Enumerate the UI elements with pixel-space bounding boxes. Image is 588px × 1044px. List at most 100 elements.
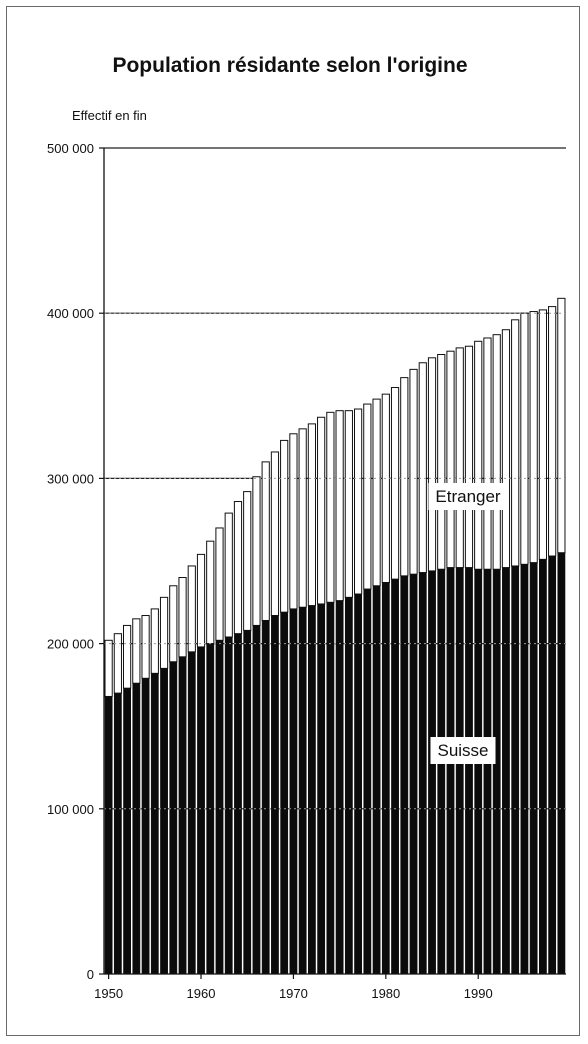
- bar-etranger-1957: [169, 585, 178, 663]
- bar-suisse-1978: [363, 588, 372, 975]
- bar-suisse-1987: [446, 567, 455, 975]
- bar-suisse-1968: [271, 615, 279, 975]
- bar-etranger-1971: [298, 428, 307, 608]
- bar-suisse-1973: [317, 603, 326, 975]
- y-tick-label-5: 500 000: [47, 141, 94, 156]
- bar-suisse-1957: [169, 661, 178, 975]
- bar-etranger-1988: [455, 347, 464, 569]
- bar-suisse-1950: [104, 696, 113, 975]
- bar-suisse-1952: [123, 687, 132, 975]
- bar-etranger-1991: [483, 337, 492, 570]
- bar-suisse-1956: [160, 668, 168, 975]
- bar-etranger-1962: [215, 527, 224, 641]
- bar-etranger-1978: [363, 403, 372, 590]
- bar-etranger-1979: [372, 398, 381, 587]
- series-label-etranger-box: [428, 483, 508, 510]
- bar-etranger-1954: [141, 615, 150, 679]
- bar-etranger-1990: [474, 340, 483, 570]
- y-tick-labels: 0 100 000 200 000 300 000 400 000 500 000: [47, 141, 94, 982]
- bar-etranger-1955: [150, 608, 159, 674]
- bar-suisse-1991: [483, 568, 492, 975]
- series-labels: Etranger Suisse: [428, 483, 508, 764]
- bar-etranger-1977: [353, 408, 363, 595]
- bar-etranger-1970: [289, 433, 298, 610]
- series-label-suisse: Suisse: [430, 737, 496, 764]
- bar-suisse-1982: [400, 575, 409, 975]
- bar-suisse-1974: [326, 601, 335, 975]
- series-label-suisse-box: [430, 737, 496, 764]
- bar-etranger-1973: [317, 416, 326, 605]
- y-tick-label-4: 400 000: [47, 306, 94, 321]
- bar-etranger-1987: [446, 350, 455, 569]
- bar-etranger-1986: [437, 354, 446, 570]
- bar-etranger-1956: [159, 596, 169, 669]
- axes: [99, 147, 566, 979]
- bar-etranger-1964: [233, 501, 243, 635]
- y-tick-label-1: 100 000: [47, 802, 94, 817]
- bar-suisse-1994: [511, 565, 520, 975]
- series-label-suisse-text: Suisse: [437, 741, 488, 760]
- bar-suisse-1951: [113, 692, 122, 975]
- bar-suisse-1990: [474, 568, 483, 975]
- bar-suisse-1998: [548, 555, 557, 975]
- bar-suisse-1955: [150, 673, 159, 975]
- bar-suisse-1972: [307, 605, 316, 975]
- bar-suisse-1971: [298, 606, 307, 975]
- bar-suisse-1960: [197, 646, 205, 975]
- bar-suisse-1965: [243, 630, 252, 975]
- bar-suisse-1988: [455, 567, 464, 975]
- bar-suisse-1959: [187, 651, 196, 975]
- bar-suisse-1964: [234, 633, 242, 975]
- bar-etranger-1997: [538, 309, 548, 560]
- bar-etranger-1974: [326, 411, 335, 603]
- y-tick-label-0: 0: [87, 967, 94, 982]
- x-tick-label-4: 1990: [464, 986, 493, 1001]
- bar-suisse-1980: [381, 582, 390, 975]
- bar-suisse-1984: [418, 572, 427, 975]
- bar-etranger-1993: [501, 329, 511, 569]
- bar-suisse-1999: [557, 552, 566, 975]
- bar-etranger-1994: [511, 319, 520, 567]
- bar-suisse-1995: [520, 564, 529, 975]
- bar-etranger-1958: [178, 577, 187, 658]
- bars: [104, 297, 566, 975]
- bar-suisse-1963: [224, 636, 233, 975]
- bar-suisse-1992: [492, 568, 501, 975]
- bar-suisse-1996: [529, 562, 538, 975]
- bar-suisse-1993: [502, 567, 510, 975]
- bar-etranger-1996: [529, 311, 538, 564]
- bar-etranger-1959: [187, 565, 196, 653]
- series-label-etranger-text: Etranger: [435, 487, 501, 506]
- bar-etranger-1968: [270, 451, 280, 617]
- y-axis-label: Effectif en fin: [72, 108, 147, 123]
- bar-etranger-1953: [132, 618, 141, 684]
- bar-etranger-1972: [307, 423, 317, 607]
- bar-etranger-1981: [390, 387, 400, 580]
- bar-etranger-1982: [400, 377, 409, 577]
- bar-etranger-1983: [409, 368, 418, 575]
- y-tick-label-2: 200 000: [47, 637, 94, 652]
- series-label-etranger: Etranger: [428, 483, 508, 510]
- bar-suisse-1953: [132, 682, 141, 975]
- bar-suisse-1967: [261, 620, 270, 975]
- bar-etranger-1963: [224, 512, 233, 638]
- bar-etranger-1985: [427, 357, 437, 572]
- bar-etranger-1984: [418, 362, 427, 574]
- x-tick-labels: 1950 1960 1970 1980 1990: [94, 986, 493, 1001]
- bar-suisse-1989: [465, 567, 473, 975]
- bar-suisse-1966: [252, 625, 261, 975]
- bar-suisse-1975: [335, 600, 344, 975]
- bar-etranger-1966: [252, 476, 261, 626]
- x-tick-label-0: 1950: [94, 986, 123, 1001]
- x-tick-label-1: 1960: [187, 986, 216, 1001]
- x-tick-label-2: 1970: [279, 986, 308, 1001]
- bar-etranger-1999: [557, 297, 566, 554]
- chart-title: Population résidante selon l'origine: [112, 54, 467, 77]
- bar-suisse-1969: [280, 611, 289, 975]
- bar-suisse-1981: [391, 578, 399, 975]
- bar-suisse-1977: [354, 593, 363, 975]
- bar-suisse-1983: [409, 573, 418, 975]
- bar-suisse-1986: [437, 568, 446, 975]
- bar-suisse-1958: [178, 656, 187, 975]
